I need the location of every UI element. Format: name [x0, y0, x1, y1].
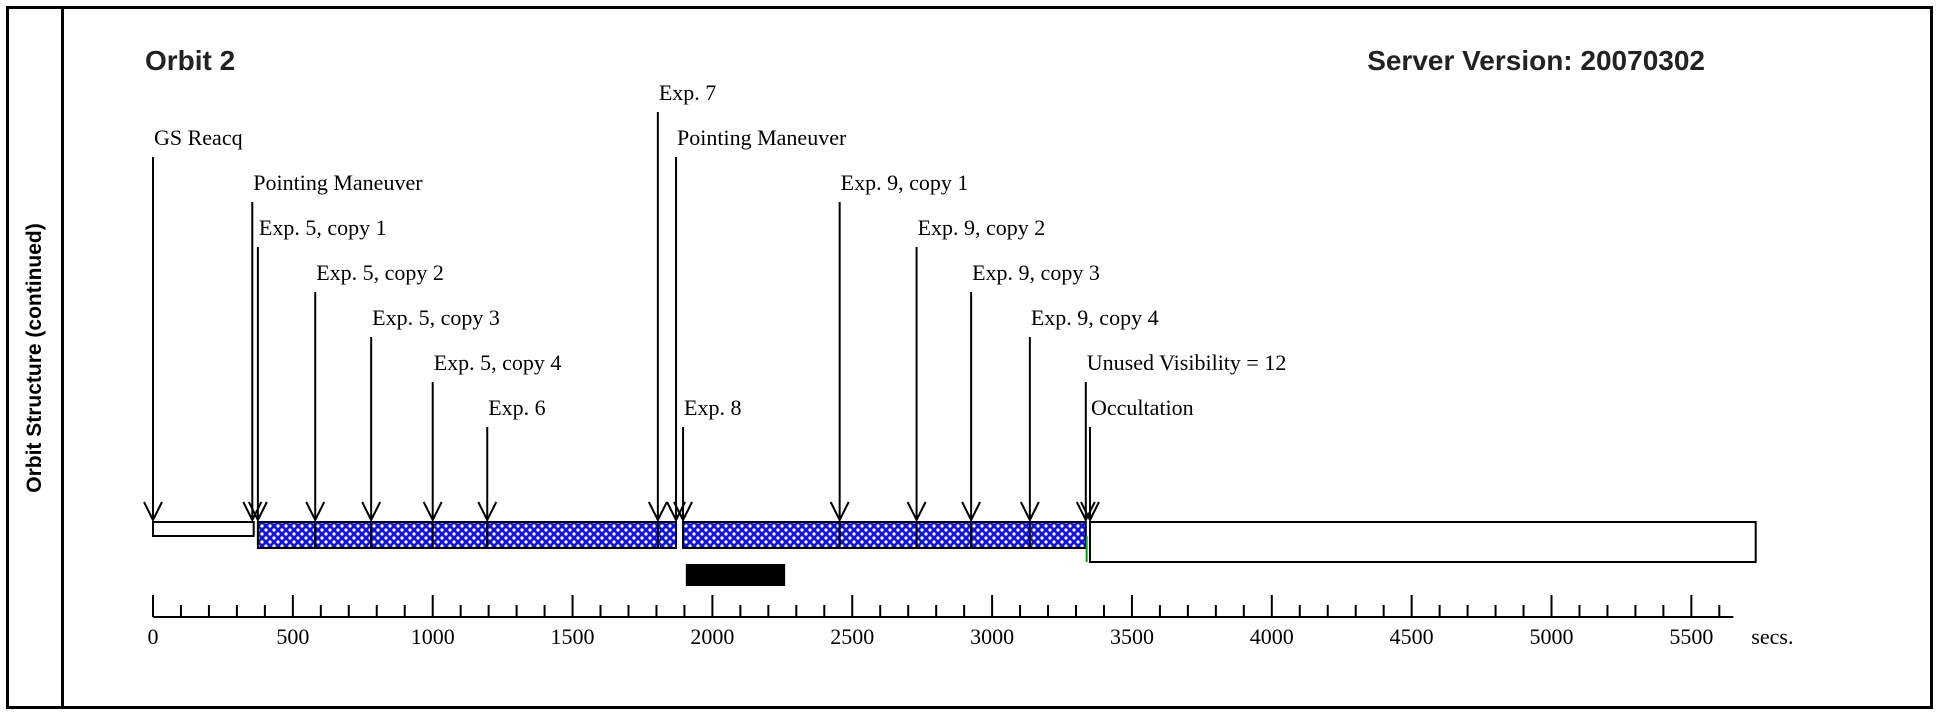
event-arrow-head — [143, 501, 163, 523]
event-label: Exp. 9, copy 3 — [972, 260, 1100, 285]
timeline-events: GS Reacq Pointing Maneuver Exp. 5, copy 1 E… — [143, 80, 1287, 523]
event-label: Exp. 8 — [684, 395, 741, 420]
time-axis: 0 500 1000 1500 2000 2500 3000 3500 4000 4500 5000… — [148, 595, 1793, 649]
segment-blank — [152, 521, 255, 537]
event-arrow-head — [829, 501, 850, 523]
segment-exposure — [1028, 521, 1087, 549]
tick-label: 2500 — [830, 624, 874, 649]
event-label: Pointing Maneuver — [253, 170, 423, 195]
timeline-segments — [152, 521, 1757, 586]
event-label: Unused Visibility = 12 — [1087, 350, 1287, 375]
event-arrow-head — [247, 501, 268, 523]
segment-exposure — [431, 521, 489, 549]
segment-exposure — [314, 521, 373, 549]
segment-exposure — [370, 521, 434, 549]
event-label: Exp. 6 — [488, 395, 545, 420]
event-arrow-head — [305, 501, 326, 523]
event-arrow-head — [1019, 501, 1040, 523]
event-label: GS Reacq — [154, 125, 243, 150]
event-arrow-head — [1080, 501, 1100, 523]
event-arrow-head — [1075, 501, 1096, 523]
event-arrow-head — [961, 501, 982, 523]
event-label: Pointing Maneuver — [677, 125, 847, 150]
event-label: Exp. 5, copy 3 — [372, 305, 500, 330]
event-label: Exp. 5, copy 2 — [316, 260, 444, 285]
event-arrow-head — [477, 501, 498, 523]
tick-label: 1000 — [411, 624, 455, 649]
segment-exposure — [656, 521, 678, 549]
tick-label: 4000 — [1250, 624, 1294, 649]
tick-label: 2000 — [690, 624, 734, 649]
tick-label: 500 — [276, 624, 309, 649]
event-arrow-head — [361, 501, 382, 523]
event-label: Exp. 9, copy 4 — [1031, 305, 1159, 330]
event-arrow-head — [647, 501, 668, 523]
tick-label: 0 — [148, 624, 159, 649]
tick-label: 3000 — [970, 624, 1014, 649]
event-label: Exp. 9, copy 1 — [841, 170, 969, 195]
orbit-title: Orbit 2 — [145, 45, 235, 76]
tick-label: 5000 — [1530, 624, 1574, 649]
side-panel: Orbit Structure (continued) — [9, 9, 64, 706]
segment-exposure — [915, 521, 973, 549]
tick-label: 1500 — [551, 624, 595, 649]
event-label: Exp. 7 — [659, 80, 716, 105]
segment-exposure — [256, 521, 317, 549]
segment-exposure — [486, 521, 659, 549]
black-bar — [685, 564, 786, 586]
tick-label: 3500 — [1110, 624, 1154, 649]
event-label: Occultation — [1091, 395, 1194, 420]
event-arrow-head — [906, 501, 927, 523]
orbit-structure-frame: Orbit Structure (continued) — [6, 6, 1933, 709]
segment-exposure — [970, 521, 1031, 549]
event-label: Exp. 5, copy 4 — [434, 350, 562, 375]
event-label: Exp. 5, copy 1 — [259, 215, 387, 240]
tick-label: 4500 — [1390, 624, 1434, 649]
axis-unit-label: secs. — [1751, 624, 1793, 649]
server-version: Server Version: 20070302 — [1367, 45, 1705, 76]
segment-blank — [1088, 521, 1757, 563]
segment-exposure — [682, 521, 841, 549]
event-arrow-head — [422, 501, 443, 523]
event-arrow-head — [673, 501, 693, 523]
event-label: Exp. 9, copy 2 — [918, 215, 1046, 240]
tick-label: 5500 — [1669, 624, 1713, 649]
segment-exposure — [838, 521, 918, 549]
